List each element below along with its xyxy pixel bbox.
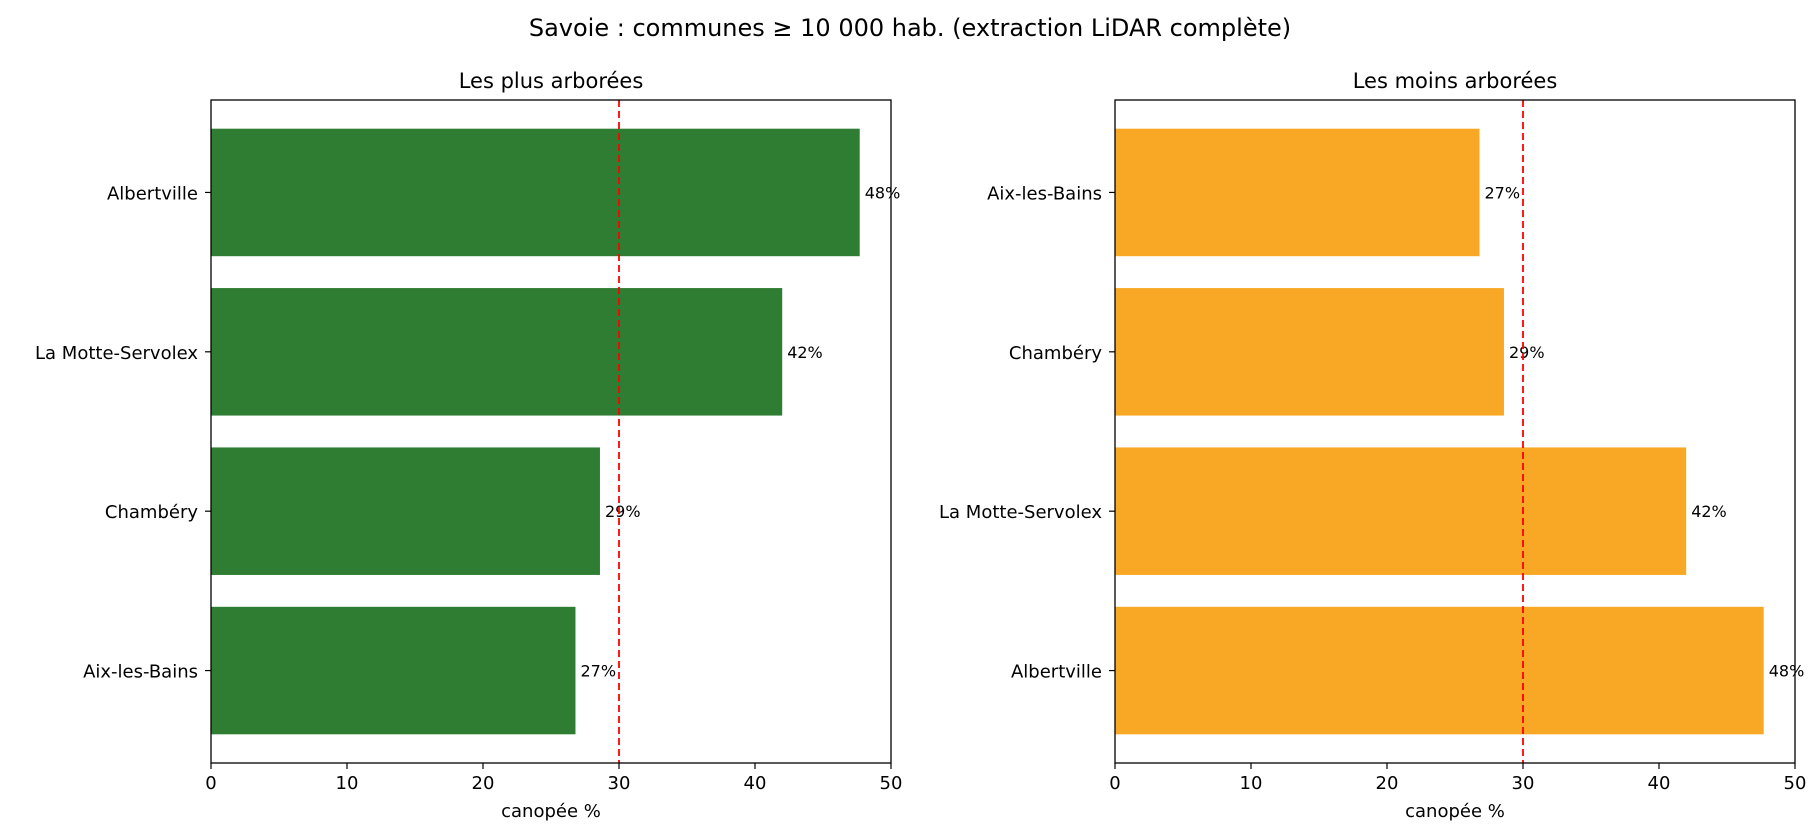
left-panel: Les plus arborées 48% Albertville 42% La Mot… <box>35 69 902 822</box>
x-tick-label: 10 <box>1240 773 1263 794</box>
bar <box>1115 606 1764 735</box>
y-tick-label: La Motte-Servolex <box>35 343 198 364</box>
bar <box>1115 128 1480 257</box>
x-tick-label: 0 <box>1109 773 1120 794</box>
x-tick-label: 40 <box>1648 773 1671 794</box>
y-tick-label: Chambéry <box>105 502 198 523</box>
bar-value-label: 27% <box>580 662 616 681</box>
bar <box>211 447 600 575</box>
axes-frame <box>1114 99 1796 764</box>
y-tick-label: Albertville <box>1011 662 1102 683</box>
y-tick-label: Chambéry <box>1009 343 1102 364</box>
bar-value-label: 48% <box>865 183 901 202</box>
x-tick-label: 0 <box>205 773 216 794</box>
bar <box>1115 447 1687 575</box>
x-tick-label: 20 <box>472 773 495 794</box>
x-tick-label: 50 <box>1784 773 1807 794</box>
y-tick-label: Aix-les-Bains <box>83 662 198 683</box>
bar-value-label: 48% <box>1769 662 1805 681</box>
x-tick-label: 50 <box>880 773 903 794</box>
y-tick-label: Aix-les-Bains <box>987 183 1102 204</box>
x-tick-label: 40 <box>744 773 767 794</box>
bar-value-label: 42% <box>1691 502 1727 521</box>
x-tick-label: 20 <box>1376 773 1399 794</box>
axes-frame <box>210 99 892 764</box>
figure-title: Savoie : communes ≥ 10 000 hab. (extract… <box>529 14 1291 42</box>
bar-value-label: 29% <box>1509 343 1545 362</box>
subplot-title: Les plus arborées <box>459 69 644 93</box>
bar <box>211 606 576 735</box>
bar-value-label: 27% <box>1484 183 1520 202</box>
bar <box>1115 288 1504 416</box>
bar-value-label: 29% <box>605 502 641 521</box>
x-tick-label: 30 <box>1512 773 1535 794</box>
y-tick-label: La Motte-Servolex <box>939 502 1102 523</box>
x-axis-label: canopée % <box>501 801 601 822</box>
subplot-title: Les moins arborées <box>1353 69 1558 93</box>
x-tick-label: 30 <box>608 773 631 794</box>
y-tick-label: Albertville <box>107 183 198 204</box>
bar <box>211 288 783 416</box>
x-tick-label: 10 <box>336 773 359 794</box>
x-axis-label: canopée % <box>1405 801 1505 822</box>
bar <box>211 128 860 257</box>
bar-value-label: 42% <box>787 343 823 362</box>
right-panel: Les moins arborées 27% Aix-les-Bains 29% Cha… <box>939 69 1806 822</box>
